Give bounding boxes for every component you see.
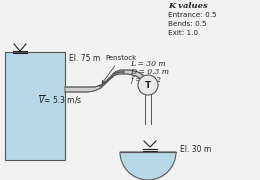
- Text: D = 0.3 m: D = 0.3 m: [130, 68, 169, 76]
- Polygon shape: [5, 52, 65, 160]
- Text: T: T: [145, 80, 151, 89]
- Text: L = 30 m: L = 30 m: [130, 60, 166, 68]
- Text: Exit: 1.0: Exit: 1.0: [168, 30, 198, 36]
- Text: El. 30 m: El. 30 m: [180, 145, 211, 154]
- Text: $\overline{V}$= 5.3 m/s: $\overline{V}$= 5.3 m/s: [38, 94, 82, 106]
- Text: Penstock: Penstock: [102, 55, 136, 83]
- Circle shape: [138, 75, 158, 95]
- Wedge shape: [120, 152, 176, 180]
- Text: f = 0.02: f = 0.02: [130, 76, 161, 84]
- Polygon shape: [65, 70, 146, 92]
- Text: K values: K values: [168, 2, 208, 10]
- Text: Entrance: 0.5: Entrance: 0.5: [168, 12, 217, 18]
- Text: Bends: 0.5: Bends: 0.5: [168, 21, 207, 27]
- Text: El. 75 m: El. 75 m: [69, 54, 100, 63]
